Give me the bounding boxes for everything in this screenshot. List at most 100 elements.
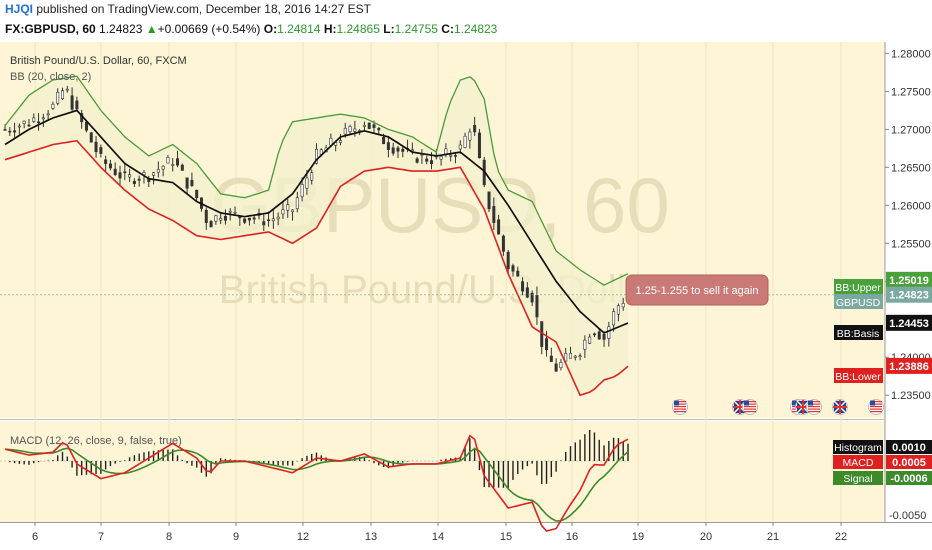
series-label-text: BB:Lower [835,371,881,383]
candle-body [84,121,88,131]
candle-body [233,211,237,214]
ohlc-high-value: 1.24865 [336,22,380,36]
candle-body [559,361,563,369]
candle-body [209,221,213,228]
legend-macd: MACD (12, 26, close, 9, false, true) [10,435,182,447]
candle-body [497,219,501,235]
candle-body [128,174,132,178]
candle-body [152,172,156,176]
candle-body [597,331,601,340]
candle-body [343,128,347,135]
macd-histogram [9,429,629,488]
candle-body [607,326,611,339]
series-label-bg [834,368,883,383]
macd-badge-bg [886,455,932,469]
price-tick-label: 1.23500 [891,390,931,402]
macd-series-label: MACD [843,457,874,469]
candle-body [525,287,529,298]
ohlc-close-value: 1.24823 [453,22,498,36]
candle-body [61,90,65,99]
candle-body [56,92,60,104]
time-tick-label: 14 [432,531,444,543]
macd-line [4,434,629,532]
candle-body [314,148,318,164]
candle-body [535,294,539,318]
candle-body [113,168,117,176]
candle-body [348,126,352,132]
legend-bb: BB (20, close, 2) [10,71,91,83]
macd-badge-bg [886,440,932,454]
candle-body [372,124,376,128]
series-label-text: GBPUSD [836,297,881,309]
candle-body [137,178,141,181]
series-label-bg [834,279,883,294]
candle-body [602,333,606,340]
candle-body [70,95,74,110]
price-badge-bg [886,286,932,303]
candle-body [51,103,55,109]
time-tick-label: 20 [700,531,712,543]
price-tick-label: 1.25500 [891,238,931,250]
price-tick-label: 1.27500 [891,86,931,98]
candle-body [104,159,108,164]
candle-body [362,124,366,127]
time-tick-label: 16 [566,531,578,543]
time-tick-label: 7 [98,531,104,543]
candle-body [108,163,112,169]
signal-line [4,447,629,522]
series-label-text: BB:Upper [835,282,881,294]
candle-body [583,339,587,350]
candle-body [530,292,534,303]
price-badge-bg [886,314,932,331]
candle-body [511,265,515,272]
candle-body [281,209,285,215]
candle-body [516,270,520,277]
ohlc-open-label: O: [263,22,278,36]
candle-body [228,210,232,213]
ohlc-low-value: 1.24755 [394,22,438,36]
candle-body [262,221,266,226]
last-price: 1.24823 [99,22,143,36]
series-label-bg [834,294,883,309]
time-tick-label: 6 [32,531,38,543]
price-tick-label: 1.26000 [891,200,931,212]
candle-body [171,164,175,166]
candle-body [27,124,31,127]
candle-body [166,157,170,164]
candle-body [223,215,227,221]
series-label-text: BB:Basis [837,328,880,340]
publisher-user[interactable]: HJQI [5,2,34,16]
legend-instrument: British Pound/U.S. Dollar, 60, FXCM [10,55,187,67]
candle-body [310,172,314,181]
candle-body [554,363,558,372]
candle-body [276,216,280,220]
candle-body [487,191,491,210]
candle-body [118,172,122,179]
time-tick-label: 13 [365,531,377,543]
candle-body [219,217,223,221]
candle-body [32,117,36,122]
candle-body [477,132,481,159]
ohlc-low-label: L: [383,22,395,36]
candle-body [123,171,127,174]
candle-body [190,179,194,186]
candle-body [37,121,41,124]
macd-pane-background [0,421,885,522]
time-tick-label: 22 [835,531,847,543]
annotation-callout: 1.25-1.255 to sell it again [625,274,769,306]
price-change: +0.00669 (+0.54%) [157,22,261,36]
ohlc-high-label: H: [323,22,337,36]
change-arrow-icon: ▲ [145,22,158,36]
price-badge-bg [886,357,932,374]
candle-body [473,125,477,133]
candle-body [578,355,582,357]
macd-series-label: Signal [843,473,872,485]
candle-body [185,177,189,189]
price-tick-label: 1.27000 [891,124,931,136]
price-badge-bg [886,271,932,288]
symbol-prefix: FX:GBPUSD, 60 [5,22,96,36]
macd-badge-bg [886,471,932,485]
candle-body [453,155,457,157]
candle-body [463,135,467,148]
